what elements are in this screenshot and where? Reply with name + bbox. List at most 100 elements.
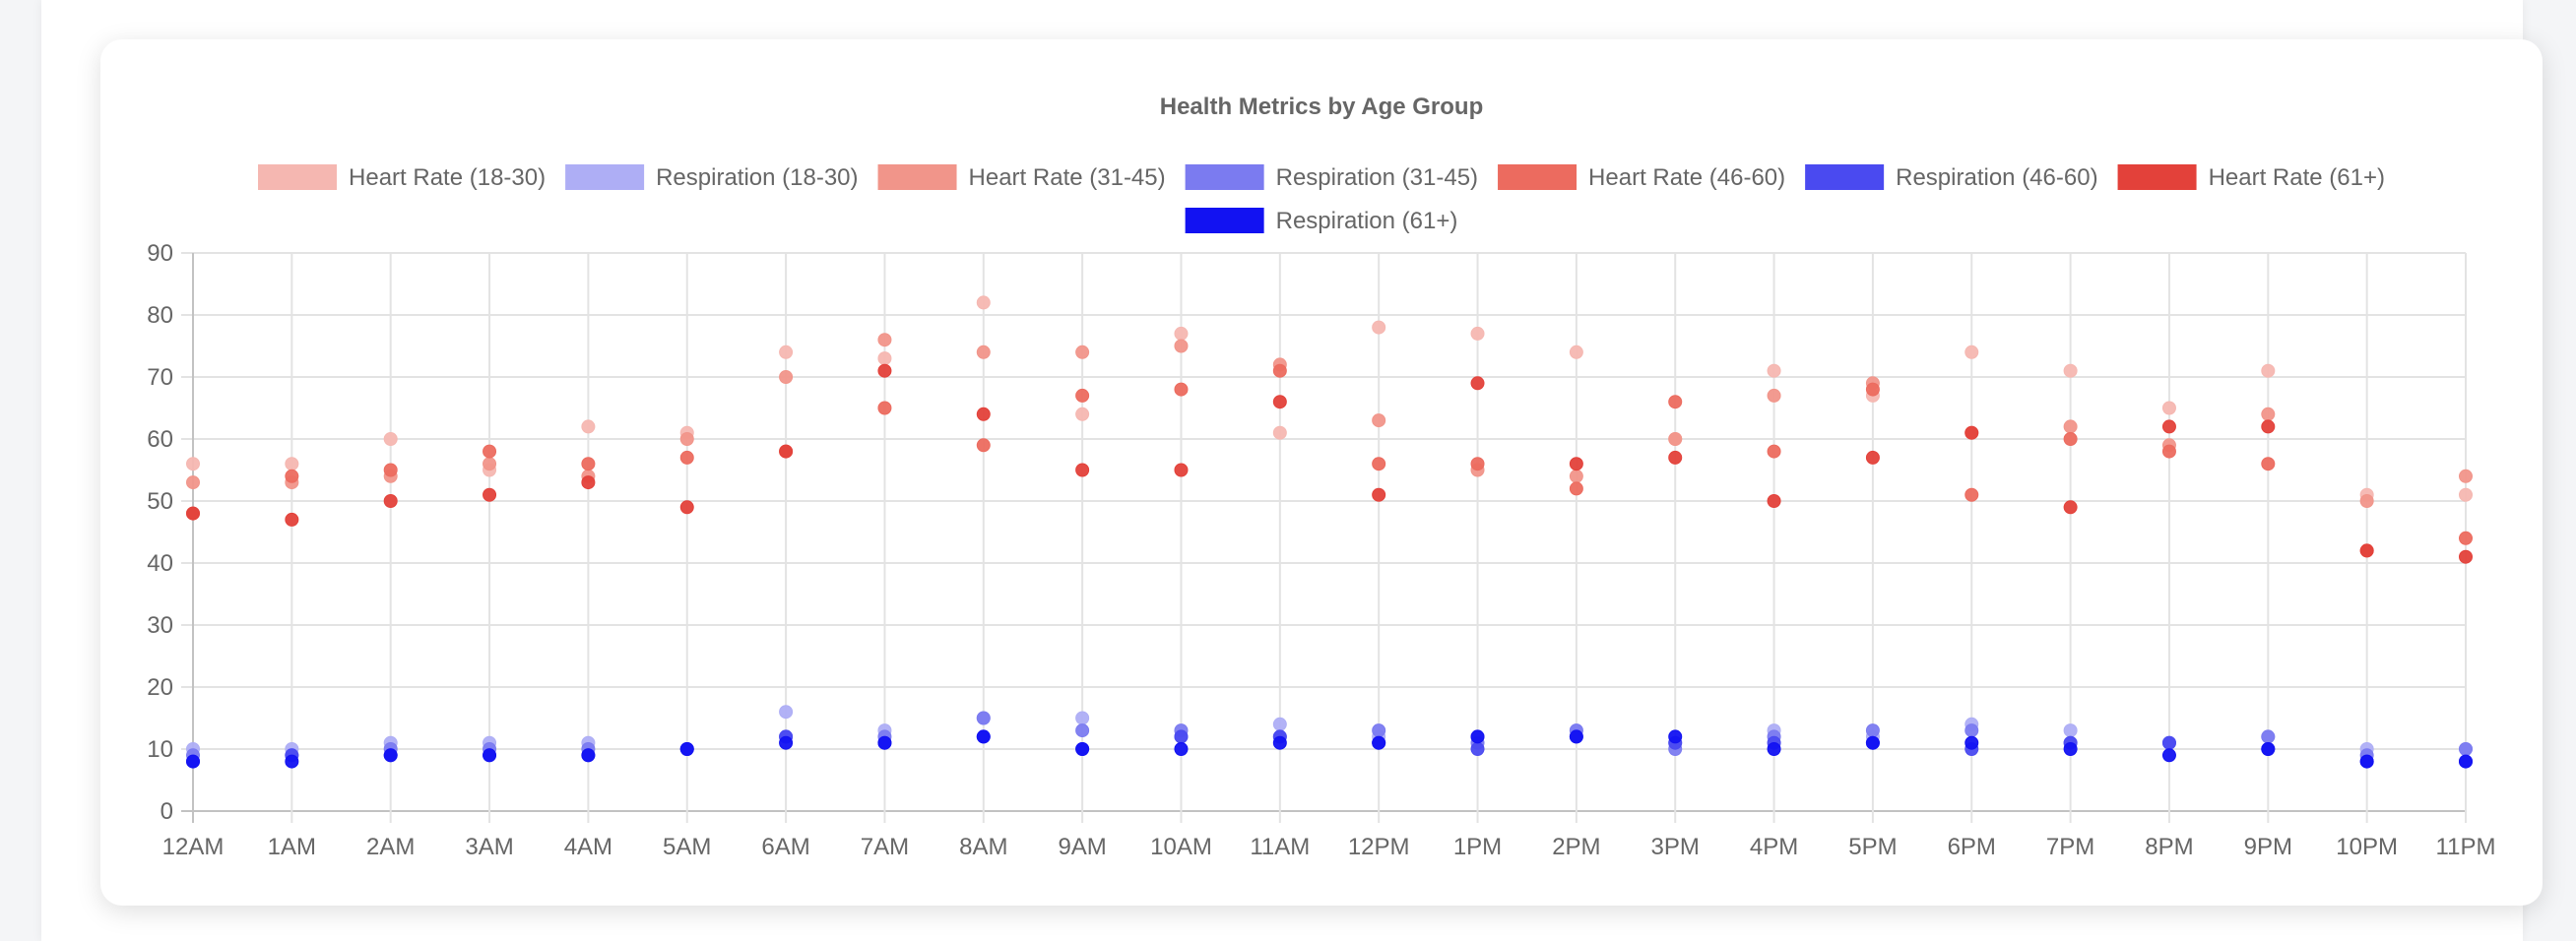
data-point [1470, 326, 1485, 341]
data-point [2459, 549, 2473, 564]
y-tick-label: 60 [147, 426, 173, 453]
data-point [285, 469, 299, 483]
data-point [1964, 735, 1979, 750]
data-point [1569, 729, 1583, 744]
x-tick-label: 7AM [861, 834, 909, 860]
y-tick-label: 30 [147, 612, 173, 639]
data-point [779, 444, 794, 459]
data-point [2063, 500, 2078, 515]
data-point [2063, 363, 2078, 378]
data-point [2261, 363, 2276, 378]
data-point [483, 457, 497, 471]
legend-item: Heart Rate (18-30) [258, 164, 546, 191]
data-point [581, 748, 596, 763]
data-point [976, 711, 991, 725]
y-tick-label: 10 [147, 736, 173, 763]
y-tick-label: 70 [147, 364, 173, 391]
data-point [1372, 320, 1386, 335]
x-tick-label: 8AM [959, 834, 1007, 860]
scatter-chart: 0 10 20 30 40 50 60 70 80 90 12AM 1AM 2AM 3AM 4AM 5AM 6A… [147, 94, 2495, 860]
legend-label: Heart Rate (61+) [2209, 164, 2385, 191]
y-tick-label: 0 [161, 798, 173, 825]
data-point [1569, 481, 1583, 496]
legend-label: Heart Rate (46-60) [1588, 164, 1785, 191]
data-point [877, 351, 892, 366]
legend-swatch [1498, 164, 1578, 190]
legend-item: Heart Rate (61+) [2117, 164, 2385, 191]
x-tick-label: 11AM [1250, 834, 1310, 860]
data-point [1964, 425, 1979, 440]
data-point [1865, 735, 1880, 750]
data-point [1668, 395, 1683, 409]
y-tick-label: 80 [147, 302, 173, 329]
data-point [383, 494, 398, 508]
legend-item: Respiration (46-60) [1805, 164, 2098, 191]
data-point [976, 295, 991, 310]
data-point [2161, 748, 2176, 763]
data-point [285, 457, 299, 471]
data-point [1075, 742, 1090, 756]
data-point [2063, 432, 2078, 446]
legend-item: Heart Rate (46-60) [1498, 164, 1785, 191]
data-point [1767, 742, 1781, 756]
data-point [2261, 742, 2276, 756]
legend-item: Heart Rate (31-45) [877, 164, 1166, 191]
data-point [2161, 735, 2176, 750]
x-tick-label: 6AM [761, 834, 809, 860]
data-point [877, 401, 892, 415]
axis-layer: 0 10 20 30 40 50 60 70 80 90 12AM 1AM 2AM 3AM 4AM 5AM 6A… [147, 240, 2495, 860]
y-tick-label: 20 [147, 674, 173, 701]
x-tick-label: 12PM [1348, 834, 1410, 860]
data-point [2459, 487, 2473, 502]
data-point [1174, 339, 1189, 353]
data-point [1372, 457, 1386, 471]
x-tick-label: 9PM [2244, 834, 2292, 860]
data-point [1668, 450, 1683, 465]
data-point [1569, 469, 1583, 483]
data-point [581, 475, 596, 490]
data-point [779, 370, 794, 384]
x-tick-label: 8PM [2145, 834, 2193, 860]
data-point [186, 506, 200, 521]
legend-swatch [1185, 208, 1264, 233]
x-tick-label: 5AM [663, 834, 711, 860]
data-point [779, 345, 794, 359]
data-point [976, 438, 991, 453]
data-point [877, 735, 892, 750]
x-tick-label: 3AM [465, 834, 513, 860]
data-point [1865, 382, 1880, 397]
data-point [1174, 729, 1189, 744]
y-tick-label: 90 [147, 240, 173, 267]
y-tick-label: 40 [147, 550, 173, 577]
x-tick-label: 1PM [1453, 834, 1502, 860]
x-tick-label: 10AM [1150, 834, 1212, 860]
x-tick-label: 6PM [1948, 834, 1996, 860]
x-tick-label: 2AM [366, 834, 415, 860]
data-point [2161, 444, 2176, 459]
data-point [2261, 729, 2276, 744]
data-point [2261, 457, 2276, 471]
data-point [1075, 388, 1090, 403]
legend-label: Respiration (61+) [1276, 208, 1458, 234]
data-point [779, 705, 794, 720]
data-point [1272, 735, 1287, 750]
data-point [2359, 543, 2374, 558]
data-point [679, 432, 694, 446]
data-point [483, 748, 497, 763]
points-layer [186, 295, 2473, 769]
data-point [976, 345, 991, 359]
legend-swatch [2117, 164, 2197, 190]
x-tick-label: 5PM [1848, 834, 1897, 860]
data-point [186, 754, 200, 769]
data-point [1964, 345, 1979, 359]
data-point [1174, 742, 1189, 756]
x-tick-label: 12AM [162, 834, 225, 860]
data-point [2459, 469, 2473, 483]
legend-label: Respiration (18-30) [656, 164, 858, 191]
data-point [2063, 723, 2078, 738]
data-point [1372, 723, 1386, 738]
legend-label: Respiration (31-45) [1276, 164, 1478, 191]
data-point [285, 754, 299, 769]
data-point [679, 742, 694, 756]
data-point [976, 729, 991, 744]
